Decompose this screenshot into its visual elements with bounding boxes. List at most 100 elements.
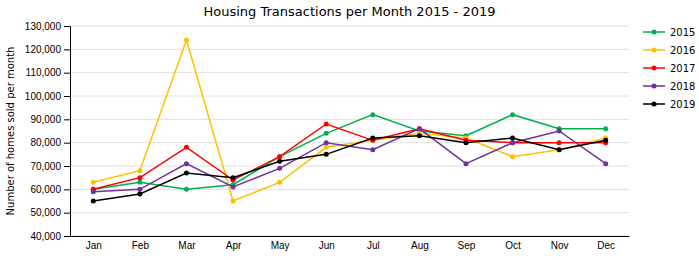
series-marker: [324, 152, 329, 157]
grid-line: [70, 26, 629, 27]
y-tick-label: 90,000: [30, 114, 61, 125]
y-tick-label: 50,000: [30, 207, 61, 218]
y-tick-mark: [64, 73, 70, 74]
series-marker: [184, 145, 189, 150]
series-marker: [277, 154, 282, 159]
y-tick-mark: [64, 236, 70, 237]
x-axis: JanFebMarAprMayJunJulAugSepOctNovDec: [71, 237, 630, 252]
y-tick-label: 40,000: [30, 231, 61, 242]
x-tick: Nov: [551, 240, 569, 251]
x-tick-label: Aug: [411, 240, 429, 251]
legend-marker: [652, 66, 657, 71]
x-tick-label: Jul: [367, 240, 380, 251]
series: [91, 38, 608, 204]
x-tick: Feb: [132, 240, 150, 251]
series-marker: [184, 161, 189, 166]
y-tick-label: 120,000: [25, 44, 62, 55]
x-tick: Mar: [178, 240, 196, 251]
series-marker: [231, 185, 236, 190]
series-marker: [510, 140, 515, 145]
series-line: [93, 115, 605, 190]
grid-line: [70, 96, 629, 97]
x-tick: Sep: [458, 240, 476, 251]
series-marker: [184, 171, 189, 176]
x-tick: May: [271, 240, 290, 251]
legend-label: 2018: [670, 81, 695, 92]
plot: 40,00050,00060,00070,00080,00090,000100,…: [25, 21, 630, 251]
series-marker: [603, 126, 608, 131]
series-marker: [137, 175, 142, 180]
y-tick-label: 130,000: [25, 21, 62, 32]
series-marker: [557, 140, 562, 145]
y-tick: 130,000: [25, 21, 70, 32]
x-tick-label: Feb: [132, 240, 150, 251]
series-marker: [510, 140, 515, 145]
legend-item: 2018: [643, 81, 695, 92]
series-marker: [137, 180, 142, 185]
series-marker: [557, 129, 562, 134]
series-marker: [557, 147, 562, 152]
y-tick-label: 70,000: [30, 161, 61, 172]
y-tick: 90,000: [30, 114, 70, 125]
series: [91, 112, 608, 192]
y-tick-mark: [64, 119, 70, 120]
series-marker: [463, 161, 468, 166]
series-marker: [137, 168, 142, 173]
y-tick: 100,000: [25, 91, 70, 102]
title: Housing Transactions per Month 2015 - 20…: [204, 4, 496, 19]
legend-label: 2015: [670, 27, 695, 38]
grid-line: [70, 119, 629, 120]
chart: 40,00050,00060,00070,00080,00090,000100,…: [0, 0, 699, 260]
grid-line: [70, 236, 629, 237]
y-tick-mark: [64, 143, 70, 144]
legend-marker: [652, 48, 657, 53]
series-marker: [91, 180, 96, 185]
series: [91, 133, 608, 203]
series-marker: [277, 154, 282, 159]
series: [91, 126, 608, 194]
series-marker: [417, 126, 422, 131]
x-tick: Aug: [411, 240, 429, 251]
series-marker: [603, 161, 608, 166]
y-axis: 40,00050,00060,00070,00080,00090,000100,…: [25, 21, 71, 242]
y-axis-title: Number of homes sold per month: [5, 47, 16, 216]
y-tick: 60,000: [30, 184, 70, 195]
x-tick: Jun: [319, 240, 335, 251]
y-tick: 40,000: [30, 231, 70, 242]
legend-label: 2019: [670, 99, 695, 110]
legend-marker: [652, 102, 657, 107]
legend-label: 2016: [670, 45, 695, 56]
y-tick-label: 60,000: [30, 184, 61, 195]
legend-item: 2017: [643, 63, 695, 74]
grid-line: [70, 166, 629, 167]
legend-item: 2016: [643, 45, 695, 56]
grid-line: [70, 212, 629, 213]
x-tick-label: Nov: [551, 240, 569, 251]
series-marker: [417, 133, 422, 138]
legend-marker: [652, 30, 657, 35]
series-line: [93, 136, 605, 201]
x-tick-label: Jun: [319, 240, 335, 251]
y-tick-mark: [64, 213, 70, 214]
series-marker: [370, 112, 375, 117]
x-tick-label: Apr: [226, 240, 242, 251]
x-tick: Jan: [86, 240, 102, 251]
x-tick-label: Sep: [458, 240, 476, 251]
x-axis-line: [71, 236, 630, 237]
y-tick-mark: [64, 189, 70, 190]
series-marker: [510, 154, 515, 159]
series-marker: [277, 159, 282, 164]
legend-item: 2019: [643, 99, 695, 110]
y-tick: 50,000: [30, 207, 70, 218]
x-tick: Dec: [597, 240, 615, 251]
y-tick-label: 100,000: [25, 91, 62, 102]
series-marker: [137, 192, 142, 197]
grid: [70, 26, 629, 236]
x-tick: Jul: [367, 240, 380, 251]
series-marker: [324, 145, 329, 150]
series-marker: [324, 131, 329, 136]
series-marker: [370, 147, 375, 152]
series-marker: [510, 136, 515, 141]
series-marker: [137, 187, 142, 192]
x-tick-label: May: [271, 240, 290, 251]
